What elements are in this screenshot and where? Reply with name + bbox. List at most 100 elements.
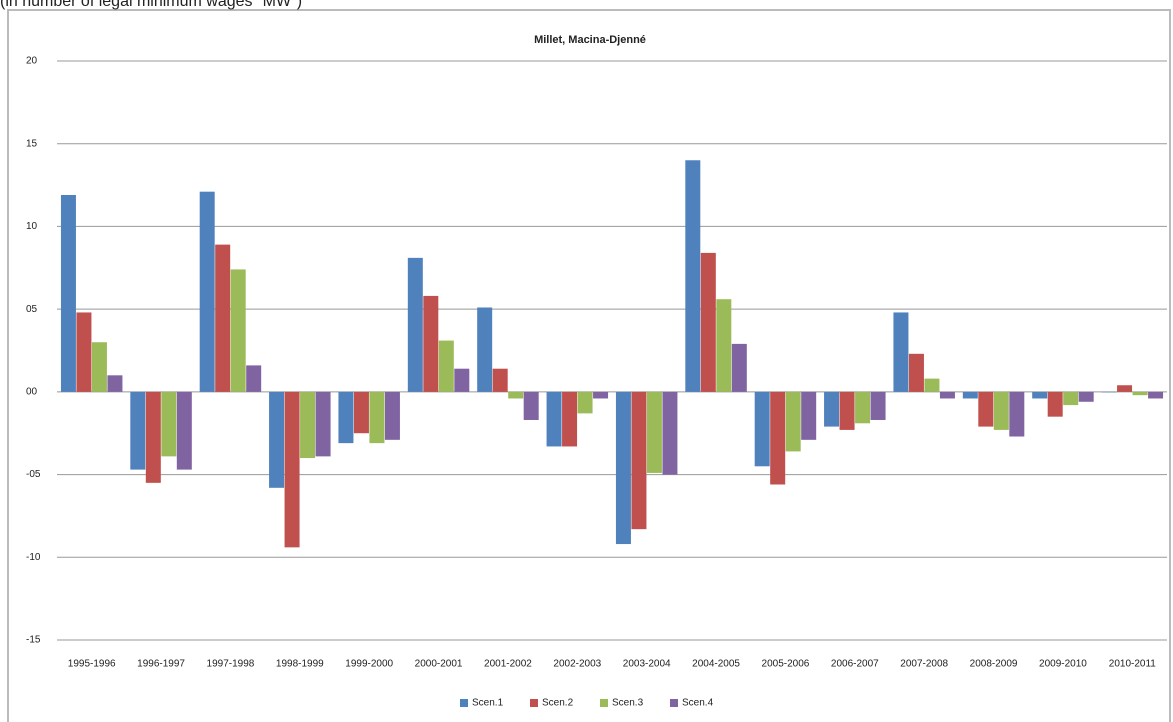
bar bbox=[785, 391, 801, 452]
bar bbox=[546, 391, 562, 447]
bar bbox=[384, 391, 400, 440]
bar bbox=[1101, 391, 1117, 393]
bar bbox=[562, 391, 578, 447]
y-tick-label: 10 bbox=[26, 221, 38, 232]
bar bbox=[477, 307, 493, 392]
bar bbox=[646, 391, 662, 473]
bar bbox=[631, 391, 647, 530]
bar bbox=[615, 391, 631, 545]
bar bbox=[824, 391, 840, 427]
bar bbox=[315, 391, 331, 457]
y-tick-label: 20 bbox=[26, 56, 38, 67]
bar bbox=[423, 295, 439, 392]
x-tick-label: 2000-2001 bbox=[415, 659, 463, 670]
bar bbox=[269, 391, 285, 488]
x-tick-label: 2006-2007 bbox=[831, 659, 879, 670]
bar bbox=[1078, 391, 1094, 402]
bar bbox=[508, 391, 524, 399]
bar bbox=[700, 252, 716, 392]
bar bbox=[230, 269, 246, 392]
bar bbox=[770, 391, 786, 485]
bar bbox=[855, 391, 871, 424]
legend-label: Scen.3 bbox=[612, 698, 644, 709]
bar bbox=[369, 391, 385, 444]
chart-title: Millet, Macina-Djenné bbox=[534, 34, 646, 46]
x-tick-label: 1997-1998 bbox=[207, 659, 255, 670]
bar bbox=[523, 391, 539, 420]
y-tick-label: 05 bbox=[26, 304, 38, 315]
y-tick-label: -15 bbox=[26, 635, 41, 646]
bar bbox=[593, 391, 609, 399]
x-tick-label: 2001-2002 bbox=[484, 659, 532, 670]
y-tick-label: -10 bbox=[26, 552, 41, 563]
bar bbox=[438, 340, 454, 392]
bar bbox=[1148, 391, 1164, 399]
legend-label: Scen.4 bbox=[682, 698, 714, 709]
x-tick-label: 1998-1999 bbox=[276, 659, 324, 670]
bar bbox=[130, 391, 146, 470]
chart-subtitle: (in number of legal minimum wages "MW") bbox=[0, 0, 302, 10]
bar bbox=[300, 391, 316, 459]
bar bbox=[962, 391, 978, 399]
bar bbox=[801, 391, 817, 440]
x-tick-label: 2010-2011 bbox=[1109, 659, 1157, 670]
bar bbox=[893, 312, 909, 392]
bar bbox=[454, 368, 470, 392]
bar bbox=[492, 368, 508, 392]
y-tick-label: 00 bbox=[26, 386, 38, 397]
x-tick-label: 2004-2005 bbox=[692, 659, 740, 670]
chart-frame bbox=[7, 9, 1171, 722]
legend-label: Scen.1 bbox=[472, 698, 504, 709]
legend-label: Scen.2 bbox=[542, 698, 574, 709]
x-tick-label: 2003-2004 bbox=[623, 659, 671, 670]
x-tick-label: 2007-2008 bbox=[900, 659, 948, 670]
x-tick-label: 1996-1997 bbox=[137, 659, 185, 670]
bar bbox=[662, 391, 678, 475]
bar bbox=[1009, 391, 1025, 437]
bar bbox=[407, 257, 423, 392]
x-tick-label: 1995-1996 bbox=[68, 659, 116, 670]
bar bbox=[685, 160, 701, 392]
bar bbox=[924, 378, 940, 392]
bar bbox=[76, 312, 92, 392]
bar bbox=[176, 391, 192, 470]
bar bbox=[199, 191, 215, 392]
x-tick-label: 2005-2006 bbox=[762, 659, 810, 670]
bar bbox=[338, 391, 354, 444]
bar bbox=[60, 194, 76, 392]
bar bbox=[145, 391, 161, 483]
y-tick-label: -05 bbox=[26, 469, 41, 480]
bar bbox=[161, 391, 177, 457]
bar bbox=[993, 391, 1009, 430]
bar bbox=[91, 342, 107, 392]
bar bbox=[1032, 391, 1048, 399]
bar bbox=[1132, 391, 1148, 396]
legend-swatch bbox=[670, 699, 678, 707]
bar bbox=[978, 391, 994, 427]
bar bbox=[246, 365, 262, 392]
bar bbox=[577, 391, 593, 414]
bar bbox=[908, 353, 924, 392]
bar bbox=[754, 391, 770, 467]
y-tick-label: 15 bbox=[26, 138, 38, 149]
bar bbox=[939, 391, 955, 399]
bar bbox=[1117, 385, 1133, 392]
bar bbox=[1047, 391, 1063, 417]
bar bbox=[284, 391, 300, 548]
bar bbox=[1063, 391, 1079, 406]
bar bbox=[107, 375, 123, 392]
bar bbox=[353, 391, 369, 434]
x-tick-label: 2009-2010 bbox=[1039, 659, 1087, 670]
x-tick-label: 2008-2009 bbox=[970, 659, 1018, 670]
bar bbox=[839, 391, 855, 430]
x-tick-label: 1999-2000 bbox=[345, 659, 393, 670]
legend-swatch bbox=[530, 699, 538, 707]
bar bbox=[215, 244, 231, 392]
bar bbox=[870, 391, 886, 420]
legend-swatch bbox=[600, 699, 608, 707]
bar bbox=[716, 299, 732, 392]
legend-swatch bbox=[460, 699, 468, 707]
x-tick-label: 2002-2003 bbox=[553, 659, 601, 670]
